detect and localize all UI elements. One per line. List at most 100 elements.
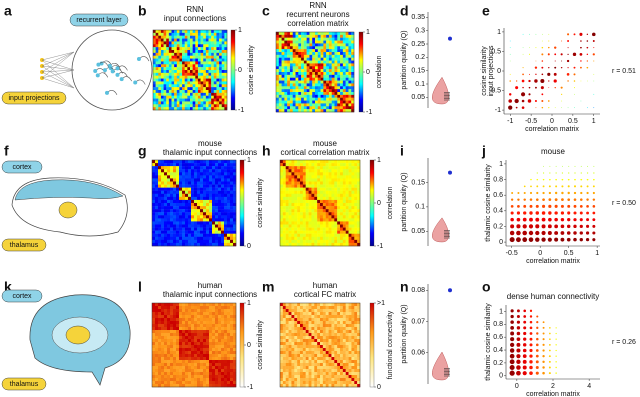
heatmap-cell: [311, 324, 314, 327]
heatmap-cell: [323, 197, 326, 200]
heatmap-cell: [209, 203, 212, 206]
heatmap-cell: [164, 47, 167, 50]
heatmap-cell: [287, 103, 290, 106]
heatmap-cell: [212, 348, 215, 351]
heatmap-cell: [216, 50, 219, 53]
heatmap-cell: [282, 66, 285, 69]
heatmap-cell: [312, 61, 315, 64]
heatmap-cell: [188, 378, 191, 381]
heatmap-cell: [337, 43, 340, 46]
heatmap-cell: [158, 191, 161, 194]
heatmap-cell: [334, 197, 337, 200]
heatmap-cell: [348, 101, 351, 104]
heatmap-cell: [329, 348, 332, 351]
heatmap-cell: [164, 76, 167, 79]
heatmap-cell: [214, 36, 217, 39]
heatmap-cell: [185, 70, 188, 73]
heatmap-cell: [203, 309, 206, 312]
heatmap-cell: [320, 225, 323, 228]
heatmap-cell: [155, 333, 158, 336]
heatmap-cell: [334, 357, 337, 360]
heatmap-cell: [317, 351, 320, 354]
heatmap-cell: [291, 237, 294, 240]
heatmap-cell: [224, 172, 227, 175]
heatmap-cell: [209, 50, 212, 53]
heatmap-cell: [320, 163, 323, 166]
heatmap-cell: [331, 191, 334, 194]
heatmap-cell: [340, 357, 343, 360]
heatmap-cell: [215, 312, 218, 315]
heatmap-cell: [179, 336, 182, 339]
density-dot: [535, 47, 536, 48]
density-dot: [586, 225, 589, 228]
heatmap-cell: [155, 366, 158, 369]
heatmap-cell: [303, 327, 306, 330]
heatmap-cell: [214, 73, 217, 76]
density-dot: [555, 192, 557, 194]
heatmap-cell: [222, 104, 225, 107]
heatmap-cell: [230, 243, 233, 246]
heatmap-cell: [349, 212, 352, 215]
heatmap-cell: [280, 324, 283, 327]
heatmap-cell: [173, 309, 176, 312]
heatmap-cell: [190, 50, 193, 53]
panel-title: thalamic input connections: [163, 148, 257, 157]
heatmap-cell: [304, 46, 307, 49]
heatmap-cell: [298, 35, 301, 38]
heatmap-cell: [354, 324, 357, 327]
heatmap-cell: [172, 67, 175, 70]
heatmap-cell: [200, 339, 203, 342]
heatmap-cell: [307, 86, 310, 89]
heatmap-cell: [203, 67, 206, 70]
heatmap-cell: [222, 41, 225, 44]
heatmap-cell: [326, 106, 329, 109]
heatmap-cell: [320, 209, 323, 212]
heatmap-cell: [309, 197, 312, 200]
heatmap-cell: [284, 35, 287, 38]
heatmap-cell: [346, 163, 349, 166]
heatmap-cell: [301, 61, 304, 64]
density-dot: [509, 93, 511, 95]
heatmap-cell: [348, 89, 351, 92]
heatmap-cell: [166, 30, 169, 33]
heatmap-cell: [179, 324, 182, 327]
heatmap-cell: [200, 218, 203, 221]
heatmap-cell: [221, 178, 224, 181]
heatmap-cell: [173, 312, 176, 315]
heatmap-cell: [309, 95, 312, 98]
heatmap-cell: [326, 354, 329, 357]
neuron: [133, 80, 137, 84]
heatmap-cell: [209, 336, 212, 339]
heatmap-cell: [329, 330, 332, 333]
heatmap-cell: [206, 59, 209, 62]
heatmap-cell: [343, 81, 346, 84]
heatmap-cell: [307, 83, 310, 86]
heatmap-cell: [314, 175, 317, 178]
heatmap-cell: [301, 46, 304, 49]
heatmap-cell: [212, 225, 215, 228]
heatmap-cell: [337, 35, 340, 38]
heatmap-cell: [215, 384, 218, 387]
heatmap-cell: [187, 107, 190, 110]
heatmap-cell: [215, 160, 218, 163]
heatmap-cell: [303, 303, 306, 306]
heatmap-cell: [348, 103, 351, 106]
heatmap-cell: [176, 369, 179, 372]
heatmap-cell: [197, 160, 200, 163]
heatmap-cell: [194, 215, 197, 218]
heatmap-cell: [188, 357, 191, 360]
heatmap-cell: [233, 175, 236, 178]
heatmap-cell: [197, 237, 200, 240]
heatmap-cell: [161, 215, 164, 218]
heatmap-cell: [190, 59, 193, 62]
heatmap-cell: [173, 188, 176, 191]
heatmap-cell: [320, 200, 323, 203]
heatmap-cell: [331, 221, 334, 224]
heatmap-cell: [280, 197, 283, 200]
heatmap-cell: [187, 96, 190, 99]
heatmap-cell: [179, 209, 182, 212]
heatmap-cell: [195, 101, 198, 104]
heatmap-cell: [191, 209, 194, 212]
heatmap-cell: [326, 185, 329, 188]
heatmap-cell: [215, 303, 218, 306]
